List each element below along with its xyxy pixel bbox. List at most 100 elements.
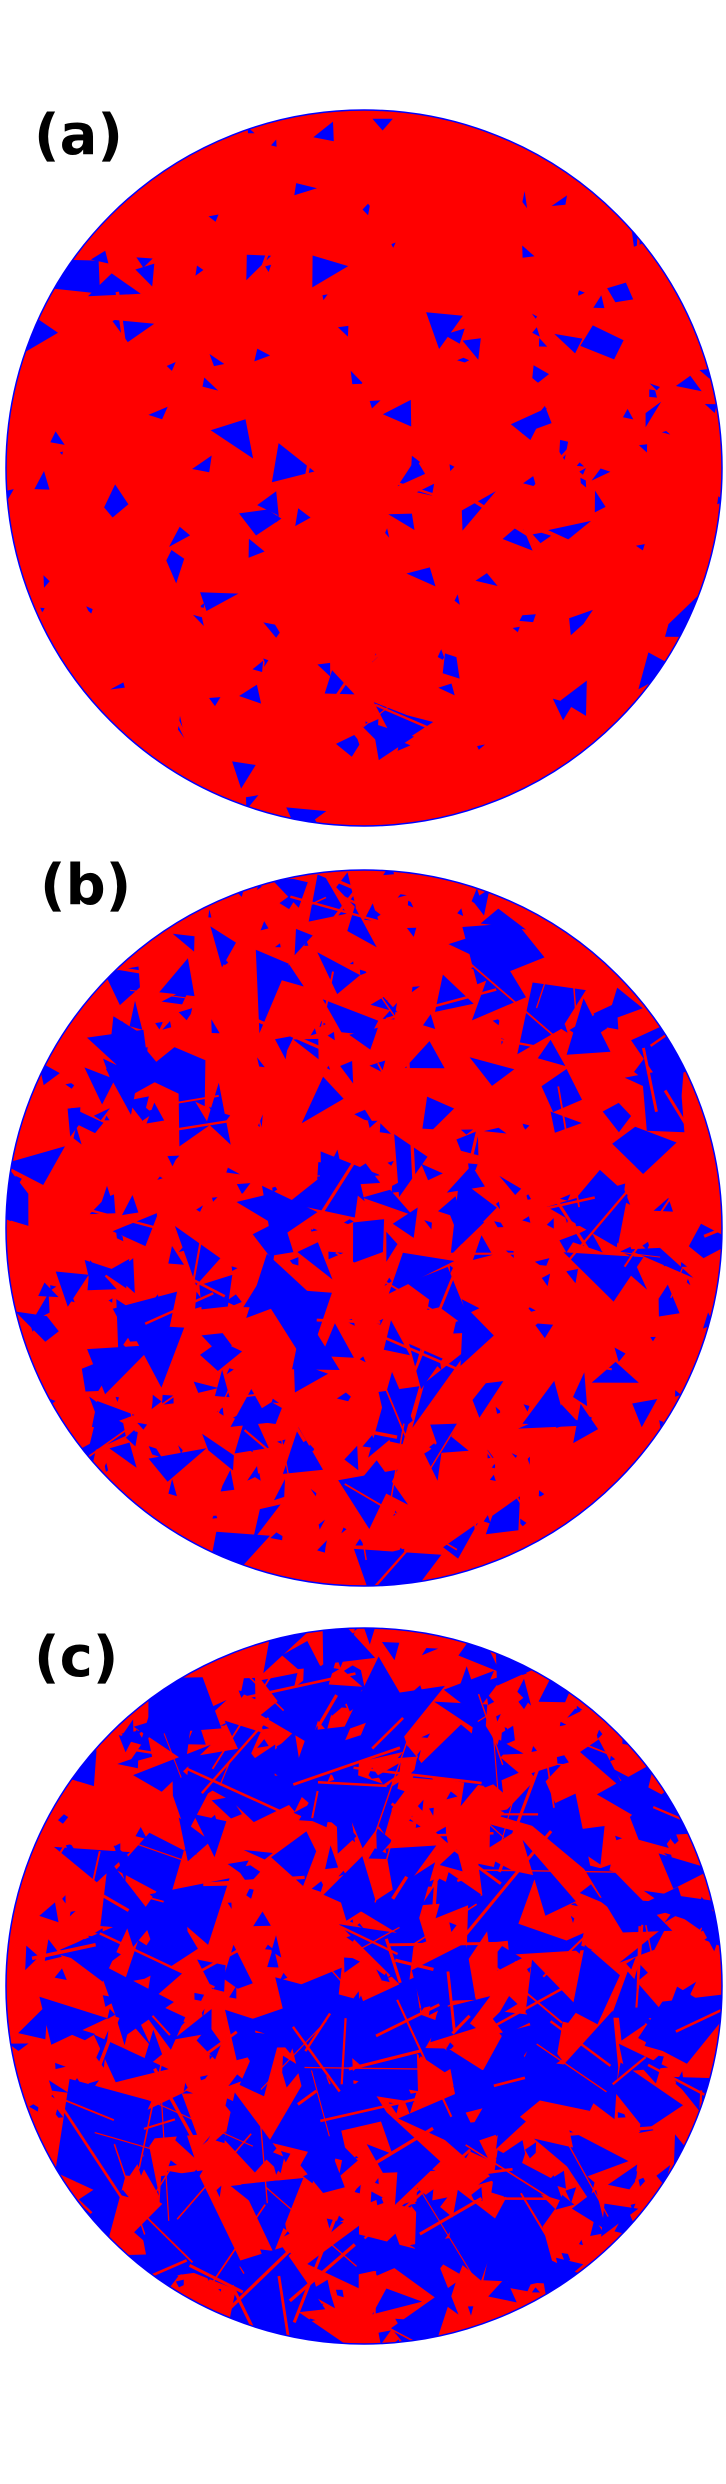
blue-shard: [336, 2215, 345, 2223]
blue-shard: [166, 362, 176, 371]
red-crack: [601, 1249, 661, 1258]
red-crack: [272, 1893, 399, 1956]
blue-shard: [522, 405, 552, 434]
blue-shard: [275, 943, 281, 948]
blue-shard: [404, 1041, 445, 1069]
blue-shard: [537, 1039, 566, 1066]
red-crack: [380, 996, 411, 1039]
blue-shard: [445, 2042, 454, 2050]
blue-shard: [359, 1356, 366, 1363]
blue-shard: [129, 1000, 143, 1030]
blue-shard: [271, 1398, 279, 1403]
blue-shard: [534, 2138, 602, 2178]
blue-shard: [343, 1665, 365, 1689]
blue-shard: [370, 997, 398, 1013]
red-crack: [418, 2188, 489, 2302]
red-crack: [675, 1980, 722, 2033]
red-crack: [413, 1263, 460, 1372]
red-crack: [358, 1926, 400, 1951]
blue-shard: [255, 949, 289, 1034]
red-crack: [349, 368, 371, 421]
red-crack: [144, 1292, 214, 1325]
red-crack: [292, 2212, 339, 2324]
blue-shard: [294, 183, 317, 196]
red-crack: [394, 1958, 434, 1972]
blue-shard: [410, 2197, 448, 2223]
blue-shard: [508, 1926, 518, 1933]
blue-shard: [162, 1021, 172, 1030]
blue-shard: [438, 1196, 463, 1220]
red-crack: [387, 1423, 405, 1517]
blue-shard: [362, 203, 370, 216]
red-crack: [16, 1802, 93, 1922]
red-crack: [163, 1733, 182, 1778]
blue-shard: [427, 1284, 450, 1310]
blue-shard: [487, 1449, 494, 1459]
blue-shard: [317, 662, 331, 677]
blue-shard: [106, 2098, 116, 2106]
blue-shard: [430, 2120, 488, 2159]
blue-shard: [166, 550, 185, 584]
red-crack: [299, 454, 313, 504]
blue-shard: [307, 2225, 359, 2289]
red-crack: [294, 1928, 348, 1989]
blue-shard: [275, 2036, 294, 2054]
red-crack: [391, 1875, 409, 1900]
red-crack: [641, 1047, 658, 1113]
blue-shard: [267, 1946, 279, 1968]
red-crack: [635, 1924, 644, 2008]
blue-shard: [606, 987, 643, 1022]
red-crack: [206, 1175, 320, 1182]
red-crack: [257, 2098, 268, 2204]
blue-shard: [556, 1404, 578, 1428]
blue-shard: [289, 1257, 299, 1266]
blue-shard: [409, 1343, 443, 1390]
blue-shard: [377, 1762, 401, 1785]
blue-shard: [277, 964, 304, 987]
blue-shard: [238, 1690, 247, 1698]
blue-shard: [439, 1849, 463, 1872]
red-crack: [444, 2167, 513, 2180]
blue-shard: [136, 257, 153, 268]
red-crack: [272, 292, 339, 351]
blue-shard: [370, 2071, 387, 2094]
blue-shard: [281, 1641, 321, 1670]
blue-shard: [239, 509, 282, 536]
disk-rim: [5, 869, 723, 1587]
blue-shard: [518, 1697, 530, 1710]
blue-shard: [555, 2194, 575, 2210]
blue-shard: [279, 1972, 288, 1981]
red-crack: [502, 1196, 596, 1220]
blue-shard: [580, 325, 624, 360]
red-crack: [211, 1666, 278, 1770]
red-crack: [309, 1152, 361, 1231]
blue-shard: [349, 1027, 378, 1050]
blue-shard: [167, 1155, 180, 1167]
red-crack: [320, 2089, 452, 2123]
blue-shard: [200, 603, 205, 608]
red-crack: [212, 1319, 262, 1424]
blue-shard: [571, 1944, 620, 2025]
blue-shard: [246, 1888, 254, 1899]
blue-shard: [597, 1175, 609, 1185]
blue-shard: [125, 1430, 138, 1447]
red-crack: [465, 2144, 555, 2202]
red-crack: [498, 1065, 527, 1087]
blue-shard: [258, 1114, 263, 1128]
blue-shard: [323, 1856, 382, 1921]
blue-shard: [31, 1293, 50, 1322]
blue-shard: [228, 2074, 245, 2087]
blue-shard: [148, 1448, 207, 1482]
blue-shard: [397, 894, 407, 898]
red-crack: [388, 1941, 502, 1947]
blue-shard: [367, 2015, 371, 2024]
blue-shard: [168, 2160, 177, 2167]
red-crack: [167, 1265, 226, 1298]
blue-shard: [186, 1718, 206, 1745]
blue-shard: [230, 1389, 270, 1427]
blue-shard: [446, 1165, 485, 1193]
blue-shard: [282, 2055, 303, 2088]
blue-shard: [657, 1258, 672, 1267]
blue-shard: [675, 375, 702, 392]
blue-shard: [178, 1245, 194, 1252]
